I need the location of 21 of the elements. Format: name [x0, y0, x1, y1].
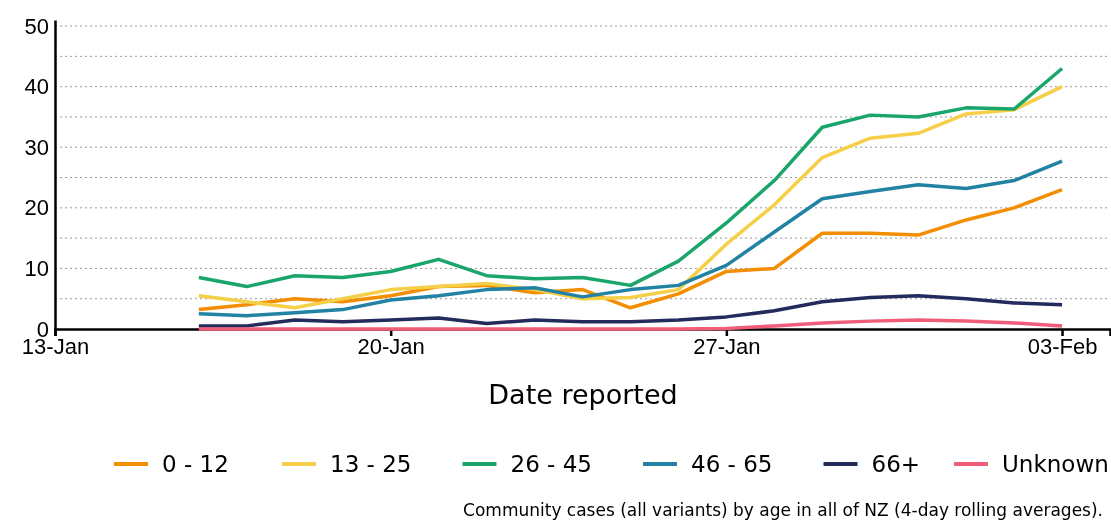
y-tick-label: 20	[24, 195, 49, 221]
line-series	[197, 159, 1064, 318]
legend-label: 46 - 65	[691, 451, 773, 477]
y-tick-label: 50	[24, 13, 49, 39]
line-series	[197, 84, 1064, 310]
y-tick-label: 40	[24, 74, 49, 100]
legend-label: 26 - 45	[510, 451, 592, 477]
y-tick-label: 10	[24, 255, 49, 281]
x-axis-title: Date reported	[488, 379, 678, 410]
legend-label: 0 - 12	[162, 451, 229, 477]
text: Community cases (all variants) by age in all of NZ (4-day rolling averages).	[463, 500, 1103, 520]
legend-label: Unknown	[1002, 451, 1109, 477]
legend-label: 66+	[871, 451, 921, 477]
x-tick-label: 03-Feb	[1027, 333, 1098, 359]
line-series	[197, 66, 1064, 289]
x-tick-label: 27-Jan	[693, 333, 761, 359]
legend-label: 13 - 25	[330, 451, 412, 477]
y-tick-label: 30	[24, 134, 49, 160]
line-series	[197, 293, 1064, 328]
line-series	[197, 318, 1064, 331]
x-tick-label: 20-Jan	[357, 333, 425, 359]
